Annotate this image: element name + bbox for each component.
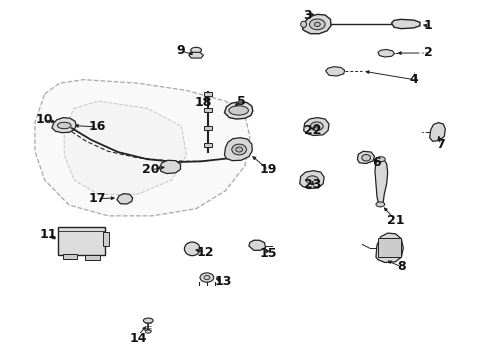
Polygon shape bbox=[64, 101, 186, 194]
Bar bbox=[85, 255, 100, 260]
Ellipse shape bbox=[306, 176, 318, 184]
Text: 4: 4 bbox=[409, 73, 418, 86]
Polygon shape bbox=[392, 19, 420, 29]
Text: 5: 5 bbox=[237, 95, 245, 108]
Polygon shape bbox=[117, 194, 133, 204]
Text: 10: 10 bbox=[36, 113, 53, 126]
Text: 15: 15 bbox=[260, 247, 277, 260]
Text: 23: 23 bbox=[304, 178, 321, 191]
Text: 12: 12 bbox=[196, 246, 214, 259]
Polygon shape bbox=[52, 118, 76, 133]
Bar bbox=[204, 126, 212, 130]
Text: 17: 17 bbox=[89, 192, 106, 205]
Ellipse shape bbox=[184, 242, 200, 256]
Polygon shape bbox=[300, 171, 324, 189]
Text: 21: 21 bbox=[387, 214, 404, 227]
Text: 20: 20 bbox=[143, 163, 160, 176]
Text: 16: 16 bbox=[89, 121, 106, 134]
Ellipse shape bbox=[191, 47, 201, 53]
Bar bbox=[58, 226, 104, 255]
Polygon shape bbox=[224, 102, 253, 119]
Ellipse shape bbox=[144, 318, 153, 323]
Text: 11: 11 bbox=[40, 228, 57, 241]
Text: 7: 7 bbox=[436, 138, 445, 151]
Text: 2: 2 bbox=[424, 46, 433, 59]
Text: 9: 9 bbox=[176, 44, 185, 57]
Ellipse shape bbox=[146, 329, 151, 333]
Ellipse shape bbox=[315, 125, 319, 128]
Ellipse shape bbox=[204, 275, 210, 280]
Bar bbox=[378, 238, 401, 257]
Bar bbox=[103, 232, 109, 246]
Text: 18: 18 bbox=[195, 96, 212, 109]
Ellipse shape bbox=[376, 202, 385, 207]
Bar bbox=[204, 92, 212, 96]
Polygon shape bbox=[303, 14, 331, 34]
Ellipse shape bbox=[236, 147, 243, 152]
Text: 1: 1 bbox=[424, 19, 433, 32]
Polygon shape bbox=[224, 138, 252, 161]
Polygon shape bbox=[189, 52, 203, 58]
Ellipse shape bbox=[362, 154, 370, 161]
Polygon shape bbox=[430, 123, 445, 141]
Polygon shape bbox=[357, 151, 374, 163]
Text: 13: 13 bbox=[214, 275, 232, 288]
Ellipse shape bbox=[200, 273, 214, 282]
Text: 22: 22 bbox=[304, 124, 321, 137]
Polygon shape bbox=[375, 158, 388, 206]
Ellipse shape bbox=[310, 19, 325, 30]
Polygon shape bbox=[35, 80, 250, 216]
Ellipse shape bbox=[57, 122, 71, 129]
Polygon shape bbox=[376, 233, 403, 262]
Polygon shape bbox=[326, 67, 344, 76]
Ellipse shape bbox=[232, 144, 246, 155]
Ellipse shape bbox=[311, 122, 323, 131]
Polygon shape bbox=[249, 240, 266, 250]
Text: 8: 8 bbox=[397, 260, 406, 273]
Text: 6: 6 bbox=[372, 156, 381, 169]
Ellipse shape bbox=[301, 21, 307, 28]
Bar bbox=[204, 143, 212, 147]
Bar bbox=[63, 254, 77, 259]
Ellipse shape bbox=[315, 22, 320, 27]
Text: 3: 3 bbox=[303, 9, 312, 22]
Polygon shape bbox=[378, 49, 394, 57]
Ellipse shape bbox=[376, 157, 385, 162]
Ellipse shape bbox=[229, 106, 248, 115]
Polygon shape bbox=[159, 160, 180, 174]
Text: 19: 19 bbox=[260, 163, 277, 176]
Text: 14: 14 bbox=[130, 332, 147, 345]
Polygon shape bbox=[304, 118, 329, 135]
Bar bbox=[204, 108, 212, 112]
